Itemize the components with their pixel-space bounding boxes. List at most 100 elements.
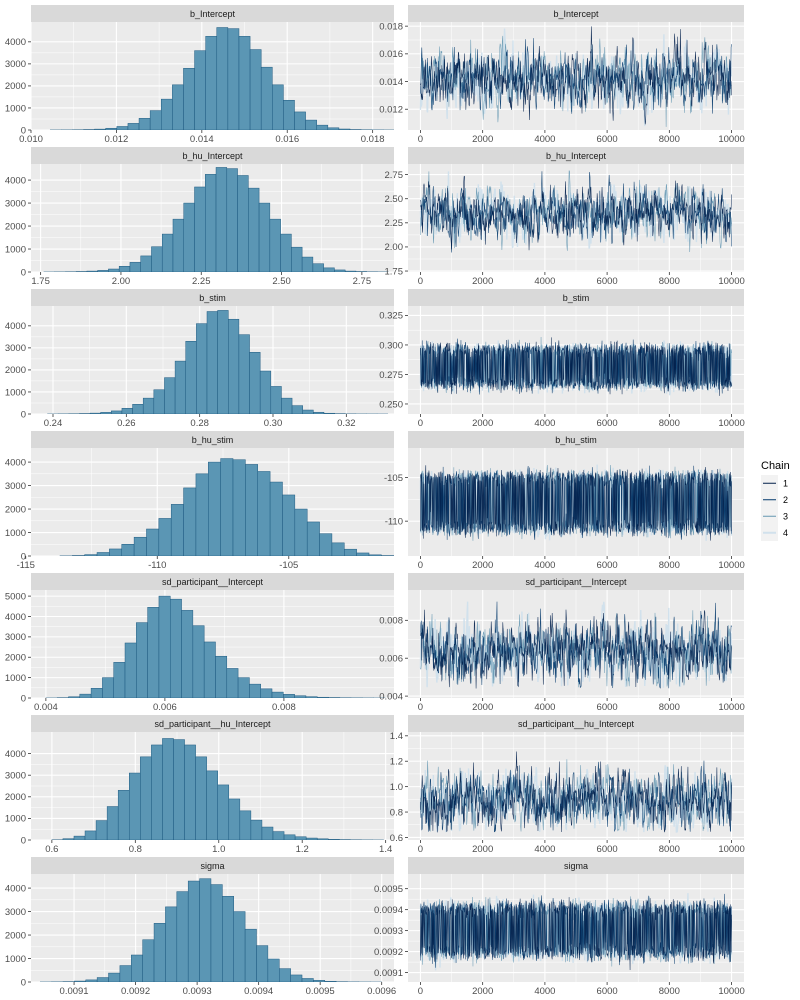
histogram-bar [142, 939, 155, 982]
y-tick-label: 2000 [5, 792, 26, 803]
panel-hist-b-intercept: b_Intercept 0.010 0.012 0.014 0.016 0.018 0 100… [5, 5, 394, 145]
histogram-bar [129, 262, 141, 272]
histogram-bar [217, 784, 230, 840]
x-tick-label: 4000 [534, 276, 555, 287]
trace-lines [419, 170, 733, 253]
y-tick-label: 2.25 [385, 218, 404, 229]
histogram-bar [132, 404, 144, 414]
y-tick-label: 1000 [5, 954, 26, 965]
histogram-bar [227, 28, 240, 130]
x-tick-label: 8000 [659, 702, 680, 713]
y-tick-label: 0.0092 [374, 947, 403, 958]
histogram-bar [85, 979, 98, 982]
y-tick-label: 0.018 [379, 21, 403, 32]
histogram-bar [220, 458, 234, 556]
histogram-bar [124, 642, 137, 698]
histogram-bar [228, 798, 241, 840]
y-tick-label: 4000 [5, 457, 26, 468]
strip [408, 857, 744, 874]
y-tick-label: 0.250 [379, 399, 403, 410]
y-tick-label: 0.275 [379, 370, 403, 381]
y-tick-label: 4000 [5, 321, 26, 332]
histogram-bar [269, 481, 283, 556]
x-tick-label: 6000 [597, 560, 618, 571]
y-tick-label: 0 [21, 693, 26, 704]
y-tick-label: 0 [21, 409, 26, 420]
histogram-bar [79, 693, 92, 698]
strip [408, 431, 744, 448]
y-tick-label: 0.012 [379, 105, 403, 116]
strip [408, 147, 744, 164]
y-tick-label: 0.0091 [374, 968, 403, 979]
x-tick-label: 0.004 [34, 702, 58, 713]
x-tick-label: 8000 [659, 276, 680, 287]
y-tick-label: 2000 [5, 81, 26, 92]
histogram-bar [244, 928, 257, 982]
y-tick-label: -110 [385, 516, 403, 527]
histogram-bar [226, 668, 239, 698]
panel-hist-sd-participant-hu-intercept: sd_participant__hu_Intercept 0.6 0.8 1.0 1.2… [5, 715, 394, 855]
legend-key-label: 4 [783, 528, 788, 538]
histogram-bars [45, 595, 386, 698]
panel-hist-b-stim: b_stim 0.24 0.26 0.28 0.30 0.32 0 1000 2000 3000 4… [5, 289, 394, 429]
histogram-bar [256, 945, 269, 982]
panel-trace-sd-participant-hu-intercept: sd_participant__hu_Intercept 0 2000 4000 600… [390, 715, 745, 855]
histogram-bars [49, 27, 394, 130]
x-tick-label: 0.24 [44, 418, 63, 429]
x-tick-label: 6000 [597, 844, 618, 855]
histogram-bar [106, 806, 119, 840]
histogram-bar [140, 255, 152, 272]
trace-lines [419, 26, 733, 127]
y-tick-label: 1.4 [390, 731, 403, 742]
chain-legend: Chain 1 2 3 4 [761, 460, 790, 541]
panel-grid: b_Intercept 0.010 0.012 0.014 0.016 0.018 0 100… [5, 5, 745, 997]
legend-key-chain-1: 1 [761, 475, 788, 492]
histogram-bar [269, 218, 281, 272]
panel-trace-b-hu-stim: b_hu_stim 0 2000 4000 6000 8000 10000 -110 -105 [384, 431, 745, 571]
histogram-bar [301, 256, 314, 272]
y-tick-label: 3000 [5, 481, 26, 492]
x-tick-label: 2.00 [112, 276, 131, 287]
histogram-bar [323, 267, 335, 272]
histogram-bar [131, 954, 143, 982]
x-tick-label: 0.26 [117, 418, 136, 429]
axis-ticks: 0.0091 0.0092 0.0093 0.0094 0.0095 0.0096 0 100… [5, 883, 396, 997]
histogram-bar [250, 819, 263, 840]
x-tick-label: 4000 [534, 134, 555, 145]
strip [31, 5, 394, 22]
panel-trace-b-intercept: b_Intercept 0 2000 4000 6000 8000 10000 0.012 0.… [379, 5, 745, 145]
strip-title: sd_participant__hu_Intercept [518, 719, 635, 729]
x-tick-label: 0.014 [190, 134, 214, 145]
histogram-bar [185, 341, 197, 414]
histogram-bar [302, 409, 314, 414]
x-tick-label: 2.50 [272, 276, 291, 287]
strip [31, 715, 394, 732]
x-tick-label: 0.010 [19, 134, 43, 145]
histogram-bar [260, 66, 273, 130]
x-tick-label: 2000 [472, 134, 493, 145]
y-tick-label: 3000 [5, 198, 26, 209]
histogram-bar [151, 744, 163, 840]
axis-ticks: 0.004 0.006 0.008 0 1000 2000 3000 4000 5000 [5, 591, 296, 713]
x-tick-label: 0 [418, 134, 423, 145]
histogram-bar [184, 744, 196, 840]
trace-chain-1 [420, 609, 732, 689]
histogram-bar [245, 464, 258, 556]
histogram-bar [267, 958, 280, 982]
histogram-bars [39, 878, 382, 982]
y-tick-label: 2000 [5, 653, 26, 664]
axis-ticks: 0 2000 4000 6000 8000 10000 0.250 0.275 0.300 0.3… [379, 311, 745, 429]
strip [31, 147, 394, 164]
y-tick-label: 1000 [5, 103, 26, 114]
x-tick-label: 0.0094 [244, 986, 273, 997]
histogram-bar [84, 554, 98, 556]
histogram-bar [294, 508, 308, 556]
y-tick-label: 0 [21, 267, 26, 278]
histogram-bar [208, 461, 221, 556]
histogram-bar [169, 598, 182, 698]
histogram-bar [294, 695, 307, 698]
x-tick-label: 6000 [597, 986, 618, 997]
histogram-bar [237, 175, 249, 272]
x-tick-label: 0 [418, 702, 423, 713]
histogram-bar [344, 270, 357, 272]
